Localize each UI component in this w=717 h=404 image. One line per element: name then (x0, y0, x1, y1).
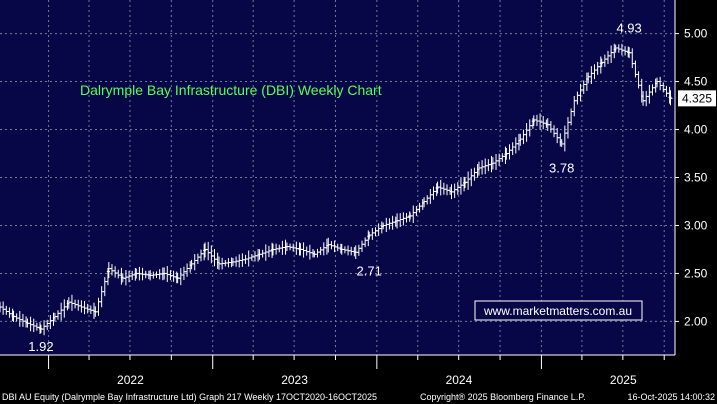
footer-left: DBI AU Equity (Dalrymple Bay Infrastruct… (2, 392, 377, 402)
price-annotation: 3.78 (549, 161, 574, 176)
price-annotation: 1.92 (28, 339, 53, 354)
watermark-text: www.marketmatters.com.au (483, 304, 632, 318)
watermark-box: www.marketmatters.com.au (474, 300, 643, 321)
y-tick-label: 2.50 (684, 266, 708, 280)
plot-area (0, 0, 675, 355)
last-price-value: 4.325 (682, 91, 712, 105)
y-tick-label: 3.00 (684, 218, 708, 232)
price-series (0, 43, 673, 336)
y-tick-label: 5.00 (684, 27, 708, 41)
y-tick-label: 4.50 (684, 75, 708, 89)
price-annotations: 1.92 2.71 3.78 4.93 (28, 20, 642, 354)
price-annotation: 2.71 (357, 263, 382, 278)
x-axis: 2022 2023 2024 2025 (0, 354, 675, 387)
x-tick-label: 2024 (446, 373, 473, 387)
y-tick-label: 3.50 (684, 171, 708, 185)
footer-center: Copyright® 2025 Bloomberg Finance L.P. (420, 392, 586, 402)
footer-bar: DBI AU Equity (Dalrymple Bay Infrastruct… (0, 389, 717, 404)
y-tick-label: 2.00 (684, 314, 708, 328)
price-annotation: 4.93 (616, 20, 641, 35)
x-tick-label: 2023 (281, 373, 308, 387)
x-tick-label: 2022 (117, 373, 144, 387)
grid-lines (0, 0, 675, 355)
x-tick-label: 2025 (610, 373, 637, 387)
footer-right: 16-Oct-2025 14:00:32 (627, 392, 715, 402)
y-tick-label: 4.00 (684, 123, 708, 137)
last-price-label: 4.325 (678, 90, 716, 107)
y-axis: 2.00 2.50 3.00 3.50 4.00 4.50 5.00 (674, 0, 708, 355)
chart-title: Dalrymple Bay Infrastructure (DBI) Weekl… (80, 82, 382, 98)
